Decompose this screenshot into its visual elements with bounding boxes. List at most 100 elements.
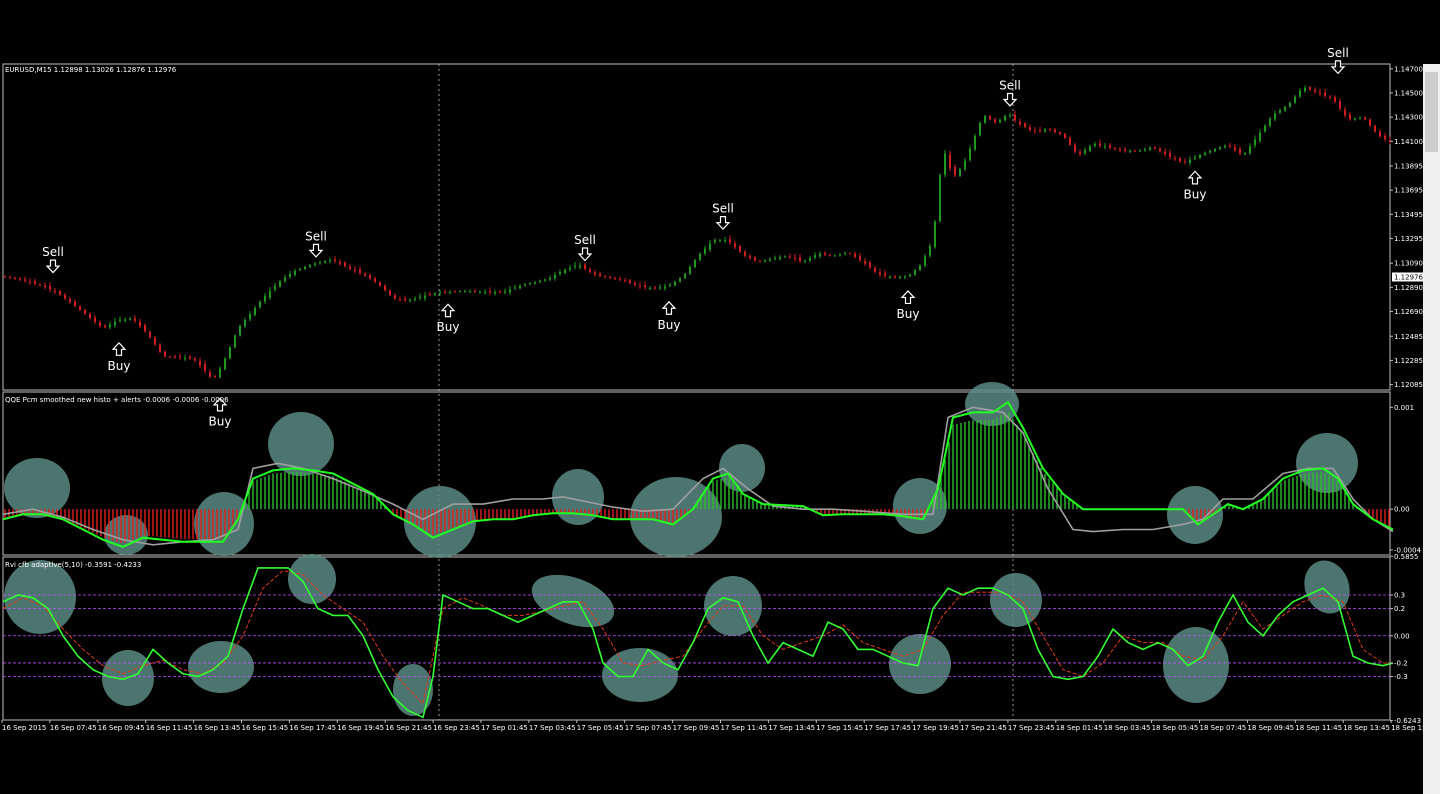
price-tick-label: 1.14700 — [1394, 65, 1423, 73]
candle-body — [644, 285, 646, 288]
candle — [1109, 143, 1111, 150]
candle — [374, 276, 376, 284]
candle-body — [124, 319, 126, 322]
price-panel[interactable] — [4, 85, 1391, 379]
candle — [1059, 131, 1061, 136]
candle-body — [974, 135, 976, 150]
candle — [624, 277, 626, 283]
candle-body — [404, 298, 406, 301]
candle — [969, 145, 971, 162]
candle — [1144, 147, 1146, 152]
candle — [379, 280, 381, 287]
candle — [1174, 155, 1176, 162]
candle — [964, 158, 966, 171]
rvi-panel[interactable] — [2, 567, 1394, 719]
candle-body — [399, 298, 401, 300]
candle-body — [1049, 129, 1051, 131]
candle-body — [819, 253, 821, 257]
candle — [179, 353, 181, 360]
candle-body — [354, 269, 356, 271]
candle — [69, 296, 71, 304]
scrollbar-thumb[interactable] — [1425, 72, 1438, 152]
candle-body — [34, 281, 36, 284]
candle-body — [494, 292, 496, 294]
candle — [404, 295, 406, 303]
candle — [799, 254, 801, 264]
candle — [489, 287, 491, 295]
candle-body — [684, 273, 686, 279]
time-tick-label: 16 Sep 15:45 — [242, 724, 289, 732]
candle — [679, 277, 681, 283]
candle — [424, 291, 426, 301]
candle — [254, 305, 256, 317]
candle-body — [534, 282, 536, 284]
time-tick-label: 18 Sep 13:45 — [1343, 724, 1390, 732]
candle-body — [699, 253, 701, 260]
price-tick-label: 1.14100 — [1394, 138, 1423, 146]
vertical-scrollbar[interactable] — [1423, 64, 1440, 794]
candle-body — [1259, 132, 1261, 141]
candle-body — [1174, 158, 1176, 160]
time-tick-label: 16 Sep 17:45 — [289, 724, 336, 732]
buy-signal-label: Buy — [209, 414, 232, 428]
candle — [1159, 146, 1161, 153]
candle-body — [1149, 148, 1151, 150]
candle-body — [1199, 154, 1201, 158]
candle — [769, 257, 771, 262]
candle-body — [1234, 147, 1236, 150]
candle — [274, 282, 276, 292]
candle — [559, 269, 561, 276]
candle-body — [1239, 148, 1241, 154]
candle-body — [1204, 152, 1206, 155]
candle — [1274, 110, 1276, 122]
candle-body — [1169, 152, 1171, 157]
candle-body — [144, 325, 146, 332]
price-tick-label: 1.12085 — [1394, 381, 1423, 389]
candle-body — [999, 119, 1001, 123]
candle-body — [1089, 146, 1091, 152]
candle-body — [19, 278, 21, 280]
candle-body — [619, 278, 621, 280]
candle — [514, 284, 516, 291]
candle — [709, 240, 711, 252]
candle-body — [309, 265, 311, 267]
candle — [809, 255, 811, 263]
candle — [1004, 114, 1006, 122]
candle-body — [64, 295, 66, 299]
candle-body — [54, 290, 56, 292]
candle-body — [909, 274, 911, 277]
candle-body — [734, 243, 736, 248]
candle-body — [254, 307, 256, 315]
candle — [674, 280, 676, 287]
candle — [684, 272, 686, 280]
sell-arrow-icon — [45, 259, 61, 274]
candle — [219, 366, 221, 379]
time-tick-label: 16 Sep 09:45 — [98, 724, 145, 732]
candle — [719, 238, 721, 243]
grid-layer — [2, 63, 1391, 721]
sell-arrow-icon — [577, 247, 593, 262]
candle — [9, 275, 11, 279]
candle-body — [779, 257, 781, 259]
candle-body — [994, 119, 996, 123]
candle — [114, 317, 116, 329]
qqe-panel[interactable] — [2, 400, 1394, 548]
candle-body — [189, 356, 191, 359]
candle-body — [864, 261, 866, 264]
candle-body — [224, 358, 226, 370]
trading-chart[interactable]: Sell Buy Buy Sell Buy Sell Buy Sell Buy Sell Buy Se… — [0, 0, 1423, 740]
candle — [389, 289, 391, 297]
candle — [919, 263, 921, 272]
candle — [1369, 118, 1371, 127]
candle — [1034, 127, 1036, 134]
candle — [309, 263, 311, 268]
candle-body — [889, 276, 891, 278]
candle — [364, 272, 366, 277]
candle — [639, 282, 641, 290]
candle — [1329, 95, 1331, 100]
candle — [894, 275, 896, 279]
candle — [444, 289, 446, 295]
candle-body — [794, 257, 796, 259]
candle-body — [509, 289, 511, 293]
candle — [314, 261, 316, 267]
